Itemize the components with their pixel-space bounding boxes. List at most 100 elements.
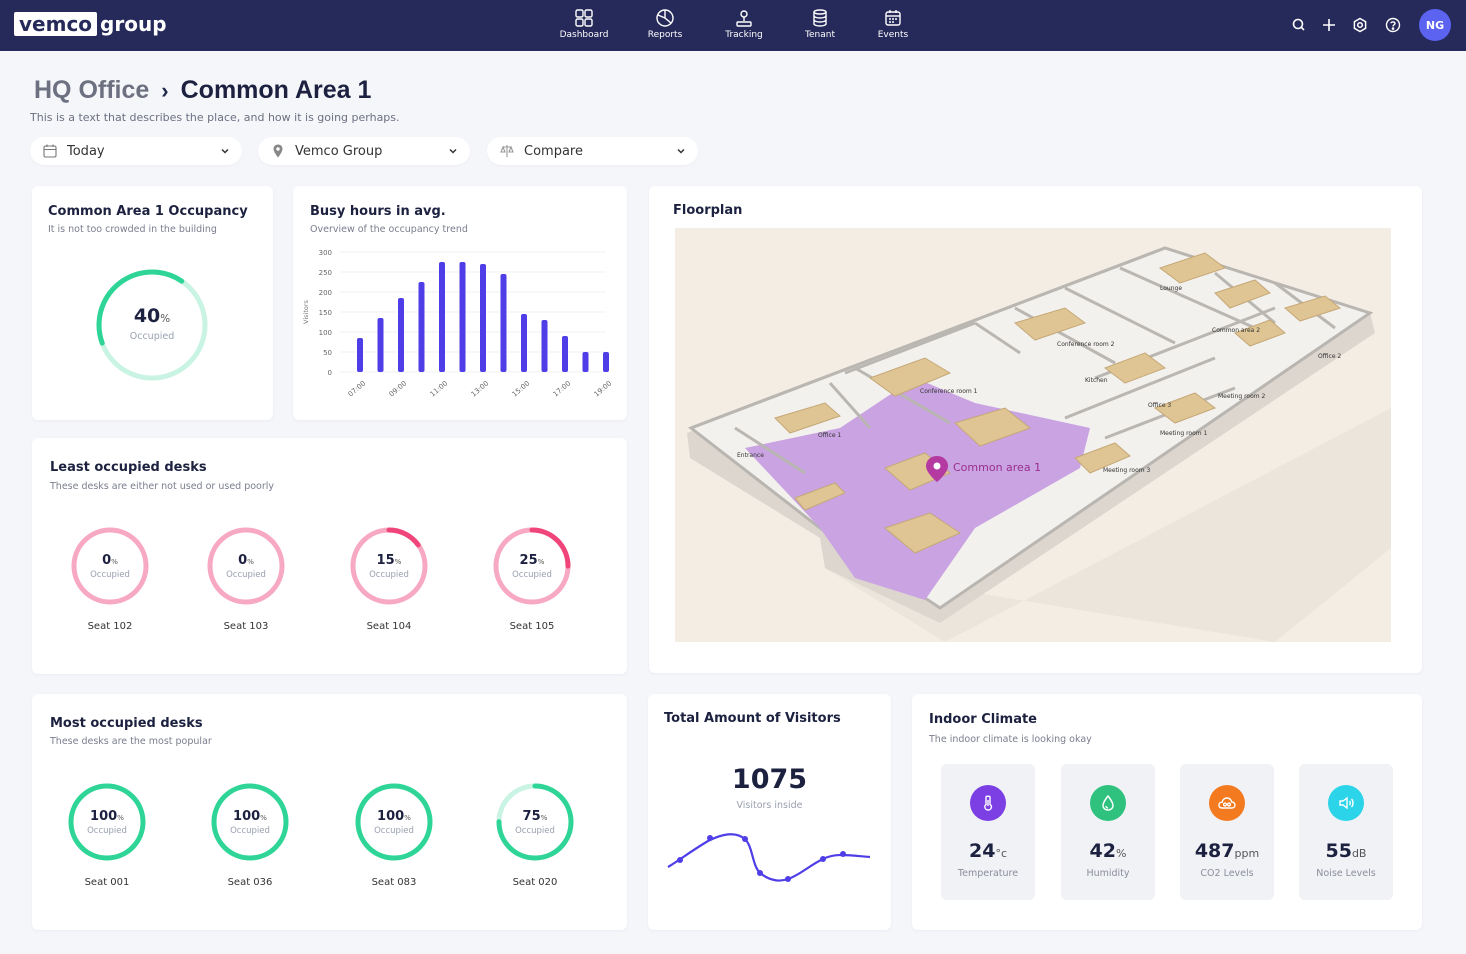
location-pin-icon [273, 144, 283, 158]
desk-ring-graphic [350, 527, 428, 605]
bar[interactable] [459, 262, 466, 372]
avatar[interactable]: NG [1419, 9, 1451, 41]
x-tick-label: 11:00 [429, 379, 450, 398]
bar[interactable] [439, 262, 445, 372]
nav-reports[interactable]: Reports [625, 8, 705, 40]
add-icon[interactable] [1320, 16, 1338, 34]
occupancy-title: Common Area 1 Occupancy [48, 204, 248, 219]
nav-label: Tracking [725, 30, 763, 40]
bar[interactable] [541, 320, 548, 372]
nav-label: Dashboard [559, 30, 609, 40]
desk-ring-number: 0 [238, 553, 248, 568]
seat-label: Seat 104 [366, 621, 412, 632]
desk-ring[interactable]: 0% Occupied [70, 526, 150, 606]
logo-rest-text: group [100, 12, 167, 36]
bar[interactable] [521, 314, 527, 372]
desk-ring[interactable]: 0% Occupied [206, 526, 286, 606]
room-label: Kitchen [1085, 377, 1108, 384]
search-icon[interactable] [1290, 16, 1308, 34]
reports-icon [656, 9, 674, 27]
noise-label: Noise Levels [1316, 868, 1376, 879]
desk-ring[interactable]: 75% Occupied [495, 782, 575, 862]
least-occupied-title: Least occupied desks [50, 460, 207, 475]
bar[interactable] [480, 264, 486, 372]
humidity-icon [1090, 785, 1126, 821]
desk-ring-graphic [207, 527, 285, 605]
y-axis-label: Visitors [302, 299, 310, 323]
visitors-value: 1075 [731, 764, 808, 795]
bar[interactable] [377, 318, 384, 372]
compare-dropdown-value: Compare [524, 143, 583, 159]
breadcrumb-parent[interactable]: HQ Office [34, 76, 150, 104]
date-dropdown[interactable]: Today [30, 137, 242, 165]
desk-ring-label: Occupied [515, 826, 555, 836]
noise-unit: dB [1351, 847, 1367, 860]
bar[interactable] [500, 274, 507, 372]
least-occupied-subtitle: These desks are either not used or used … [50, 481, 275, 492]
indoor-climate-title: Indoor Climate [929, 712, 1037, 727]
desk-ring-unit: % [247, 557, 254, 566]
occupancy-label: Occupied [129, 331, 175, 342]
breadcrumb: HQ Office › Common Area 1 [34, 76, 371, 105]
nav-label: Reports [647, 30, 683, 40]
bar[interactable] [357, 338, 363, 372]
visitors-sparkline [667, 833, 871, 882]
bar[interactable] [398, 298, 404, 372]
room-label: Conference room 2 [1057, 341, 1115, 348]
desk-ring-unit: % [111, 557, 118, 566]
ring-arc [211, 783, 289, 861]
x-tick-label: 15:00 [511, 379, 532, 398]
ring-arc [496, 783, 574, 861]
bar[interactable] [562, 336, 568, 372]
desk-ring[interactable]: 100% Occupied [67, 782, 147, 862]
seat-label: Seat 102 [87, 621, 133, 632]
noise-value: 55 [1325, 840, 1352, 862]
events-icon [885, 10, 901, 26]
y-tick-label: 150 [319, 309, 332, 317]
desk-ring-value: 0% [70, 553, 150, 568]
desk-ring[interactable]: 15% Occupied [349, 526, 429, 606]
desk-ring-graphic [496, 783, 574, 861]
visitors-title: Total Amount of Visitors [664, 711, 841, 726]
desk-ring[interactable]: 100% Occupied [354, 782, 434, 862]
ring-arc [355, 783, 433, 861]
calendar-icon [43, 144, 57, 158]
desk-ring-value: 25% [492, 553, 572, 568]
nav-dashboard[interactable]: Dashboard [544, 8, 624, 40]
nav-tenant[interactable]: Tenant [780, 8, 860, 40]
desk-ring-label: Occupied [512, 570, 552, 580]
logo[interactable]: vemco group [14, 11, 167, 37]
bar[interactable] [603, 352, 609, 372]
floorplan-title: Floorplan [673, 203, 743, 218]
seat-label: Seat 020 [512, 877, 558, 888]
y-tick-label: 300 [319, 249, 332, 257]
desk-ring-unit: % [117, 813, 124, 822]
nav-tracking[interactable]: Tracking [704, 8, 784, 40]
bar[interactable] [582, 352, 589, 372]
desk-ring[interactable]: 25% Occupied [492, 526, 572, 606]
occupancy-arc [96, 269, 208, 381]
chevron-right-icon: › [161, 77, 169, 103]
y-tick-label: 0 [328, 369, 332, 377]
help-icon[interactable] [1384, 16, 1402, 34]
floorplan-map[interactable]: Lounge Common area 2 Conference room 2 O… [675, 228, 1391, 642]
busy-hours-title: Busy hours in avg. [310, 204, 446, 219]
room-label: Office 1 [818, 432, 841, 439]
room-label: Lounge [1160, 285, 1182, 292]
seat-label: Seat 001 [84, 877, 130, 888]
desk-ring-unit: % [404, 813, 411, 822]
desk-ring-unit: % [394, 557, 402, 566]
compare-dropdown[interactable]: Compare [487, 137, 698, 165]
desk-ring-number: 0 [102, 553, 112, 568]
desk-ring-value: 100% [210, 809, 290, 824]
tenant-icon [813, 9, 827, 27]
nav-events[interactable]: Events [853, 8, 933, 40]
desk-ring[interactable]: 100% Occupied [210, 782, 290, 862]
cloud-icon [1209, 785, 1245, 821]
location-dropdown[interactable]: Vemco Group [258, 137, 470, 165]
bar[interactable] [418, 282, 425, 372]
location-pin-icon[interactable] [926, 456, 948, 482]
settings-icon[interactable] [1351, 16, 1369, 34]
y-tick-label: 250 [319, 269, 332, 277]
thermometer-icon [970, 785, 1006, 821]
